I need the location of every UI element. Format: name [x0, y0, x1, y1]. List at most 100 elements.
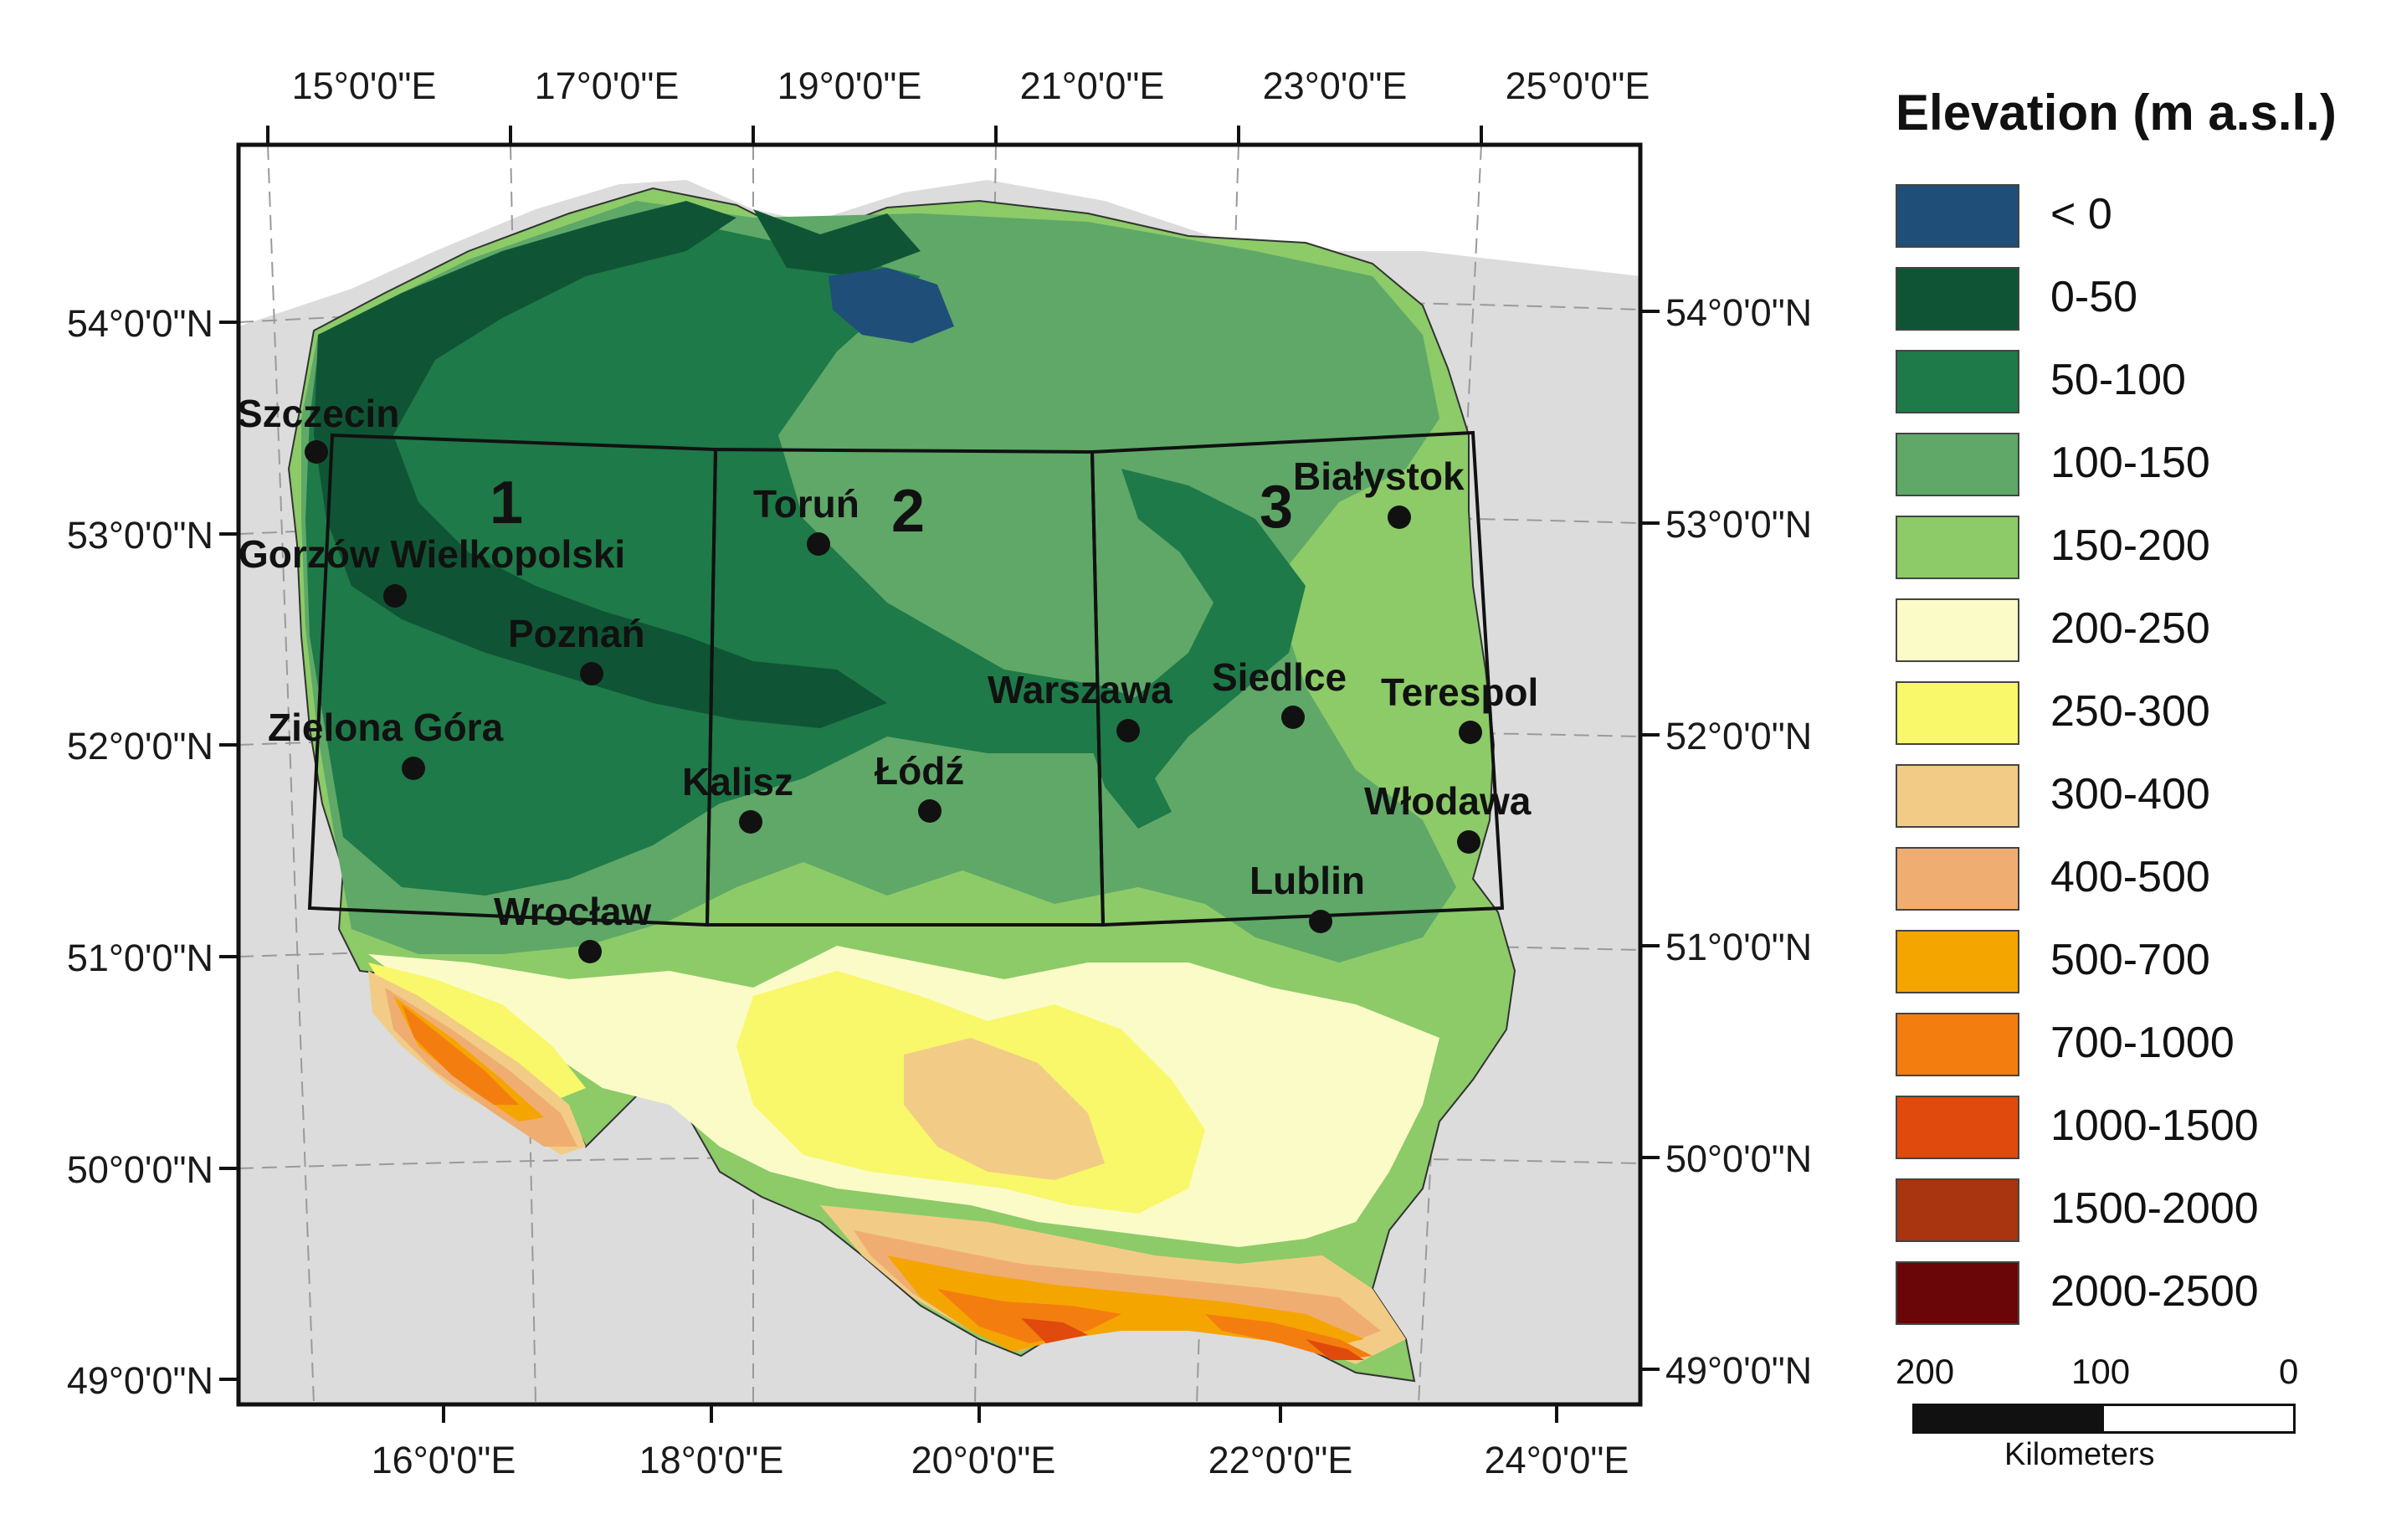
right-ticks: [1640, 310, 1660, 1371]
top-lon-label: 25°0'0"E: [1506, 64, 1650, 107]
legend-swatch: [1896, 681, 2019, 745]
legend-swatch: [1896, 184, 2019, 248]
bottom-ticks: [442, 1404, 1558, 1423]
top-lon-label: 17°0'0"E: [535, 64, 680, 107]
legend-item: 100-150: [1896, 433, 2364, 500]
legend-item: 2000-2500: [1896, 1261, 2364, 1328]
legend-swatch: [1896, 598, 2019, 662]
city-dot-torun: [807, 532, 830, 556]
scale-tick-label: 0: [2279, 1352, 2299, 1391]
bottom-lon-label: 16°0'0"E: [372, 1439, 516, 1481]
legend-item: 0-50: [1896, 267, 2364, 334]
city-dot-poznan: [580, 662, 603, 685]
city-label-wroclaw: Wrocław: [494, 890, 652, 933]
city-label-lodz: Łódź: [875, 749, 964, 793]
right-lat-label: 54°0'0"N: [1665, 291, 1812, 334]
left-lat-label: 52°0'0"N: [67, 725, 213, 767]
legend-label: < 0: [2050, 190, 2112, 239]
right-lat-label: 53°0'0"N: [1665, 503, 1812, 546]
legend-label: 100-150: [2050, 439, 2210, 487]
city-dot-szczecin: [305, 440, 328, 464]
right-lat-labels: 54°0'0"N 53°0'0"N 52°0'0"N 51°0'0"N 50°0…: [1665, 291, 1812, 1392]
city-markers: [305, 440, 1482, 963]
legend-label: 2000-2500: [2050, 1267, 2259, 1316]
legend-item: 200-250: [1896, 598, 2364, 665]
legend-item: < 0: [1896, 184, 2364, 251]
legend-label: 1000-1500: [2050, 1101, 2259, 1150]
elevation-0-50-coast: [753, 209, 921, 276]
city-label-torun: Toruń: [753, 482, 859, 526]
left-lat-label: 54°0'0"N: [67, 302, 213, 345]
city-label-kalisz: Kalisz: [682, 760, 793, 803]
city-label-terespol: Terespol: [1381, 670, 1538, 714]
left-lat-label: 49°0'0"N: [67, 1359, 213, 1402]
city-label-siedlce: Siedlce: [1212, 655, 1347, 699]
scale-tick-label: 200: [1896, 1352, 1955, 1391]
city-dot-kalisz: [739, 810, 762, 834]
legend-label: 300-400: [2050, 770, 2210, 819]
city-label-gorzow: Gorzów Wielkopolski: [239, 532, 625, 576]
elevation-1000-1500: [1021, 1318, 1088, 1343]
elevation-50-100: [305, 226, 1172, 896]
legend-item: 400-500: [1896, 847, 2364, 914]
legend-swatch: [1896, 350, 2019, 413]
city-dot-lublin: [1309, 910, 1332, 933]
left-lat-labels: 54°0'0"N 53°0'0"N 52°0'0"N 51°0'0"N 50°0…: [67, 302, 213, 1402]
legend-item: 150-200: [1896, 516, 2364, 583]
right-lat-label: 51°0'0"N: [1665, 926, 1812, 968]
top-lon-label: 21°0'0"E: [1020, 64, 1165, 107]
region-1-label: 1: [490, 470, 523, 536]
city-dot-bialystok: [1388, 506, 1411, 529]
legend-swatch: [1896, 930, 2019, 993]
city-label-poznan: Poznań: [508, 612, 645, 655]
scale-bar-graphic: [1912, 1404, 2296, 1434]
legend-label: 150-200: [2050, 521, 2210, 570]
top-lon-labels: 15°0'0"E 17°0'0"E 19°0'0"E 21°0'0"E 23°0…: [292, 64, 1650, 107]
region-3-boundary: [1090, 430, 1505, 927]
legend-label: 1500-2000: [2050, 1184, 2259, 1233]
city-dot-wlodawa: [1457, 830, 1480, 854]
legend-swatch: [1896, 433, 2019, 496]
legend-swatch: [1896, 1096, 2019, 1159]
legend-swatch: [1896, 267, 2019, 331]
city-dot-siedlce: [1281, 706, 1305, 729]
top-lon-label: 19°0'0"E: [777, 64, 922, 107]
left-lat-label: 53°0'0"N: [67, 514, 213, 557]
legend-label: 500-700: [2050, 936, 2210, 984]
study-regions: [307, 430, 1505, 927]
bottom-lon-labels: 16°0'0"E 18°0'0"E 20°0'0"E 22°0'0"E 24°0…: [372, 1439, 1629, 1481]
top-ticks: [266, 126, 1483, 145]
legend-item: 1500-2000: [1896, 1178, 2364, 1245]
scale-bar-black-segment: [1915, 1406, 2104, 1431]
legend-label: 50-100: [2050, 356, 2186, 404]
baltic-sea: [239, 145, 1640, 326]
region-3-label: 3: [1260, 474, 1293, 541]
legend-swatch: [1896, 847, 2019, 911]
city-dot-gorzow: [383, 584, 407, 608]
legend-label: 200-250: [2050, 604, 2210, 653]
map-frame: [236, 142, 1643, 1407]
legend-swatch: [1896, 764, 2019, 828]
legend-item: 1000-1500: [1896, 1096, 2364, 1163]
bottom-lon-label: 24°0'0"E: [1485, 1439, 1629, 1481]
scale-bar: 200 100 0 Kilometers: [1896, 1352, 2314, 1472]
legend-item: 250-300: [1896, 681, 2364, 748]
left-ticks: [219, 321, 239, 1381]
city-dot-lodz: [918, 799, 942, 823]
legend-swatch: [1896, 1013, 2019, 1076]
legend-title: Elevation (m a.s.l.): [1896, 85, 2337, 141]
top-lon-label: 15°0'0"E: [292, 64, 437, 107]
right-lat-label: 52°0'0"N: [1665, 715, 1812, 757]
region-2-label: 2: [891, 478, 925, 545]
legend-swatch: [1896, 516, 2019, 579]
elevation-1000-1500-tatra: [1306, 1339, 1364, 1360]
city-label-szczecin: Szczecin: [237, 392, 399, 435]
bottom-lon-label: 22°0'0"E: [1208, 1439, 1353, 1481]
city-label-wlodawa: Włodawa: [1364, 779, 1532, 823]
scale-unit-label: Kilometers: [2004, 1437, 2155, 1472]
legend-item: 700-1000: [1896, 1013, 2364, 1080]
legend-item: 500-700: [1896, 930, 2364, 997]
city-dot-warszawa: [1116, 719, 1140, 742]
city-label-zielona-gora: Zielona Góra: [268, 706, 504, 749]
